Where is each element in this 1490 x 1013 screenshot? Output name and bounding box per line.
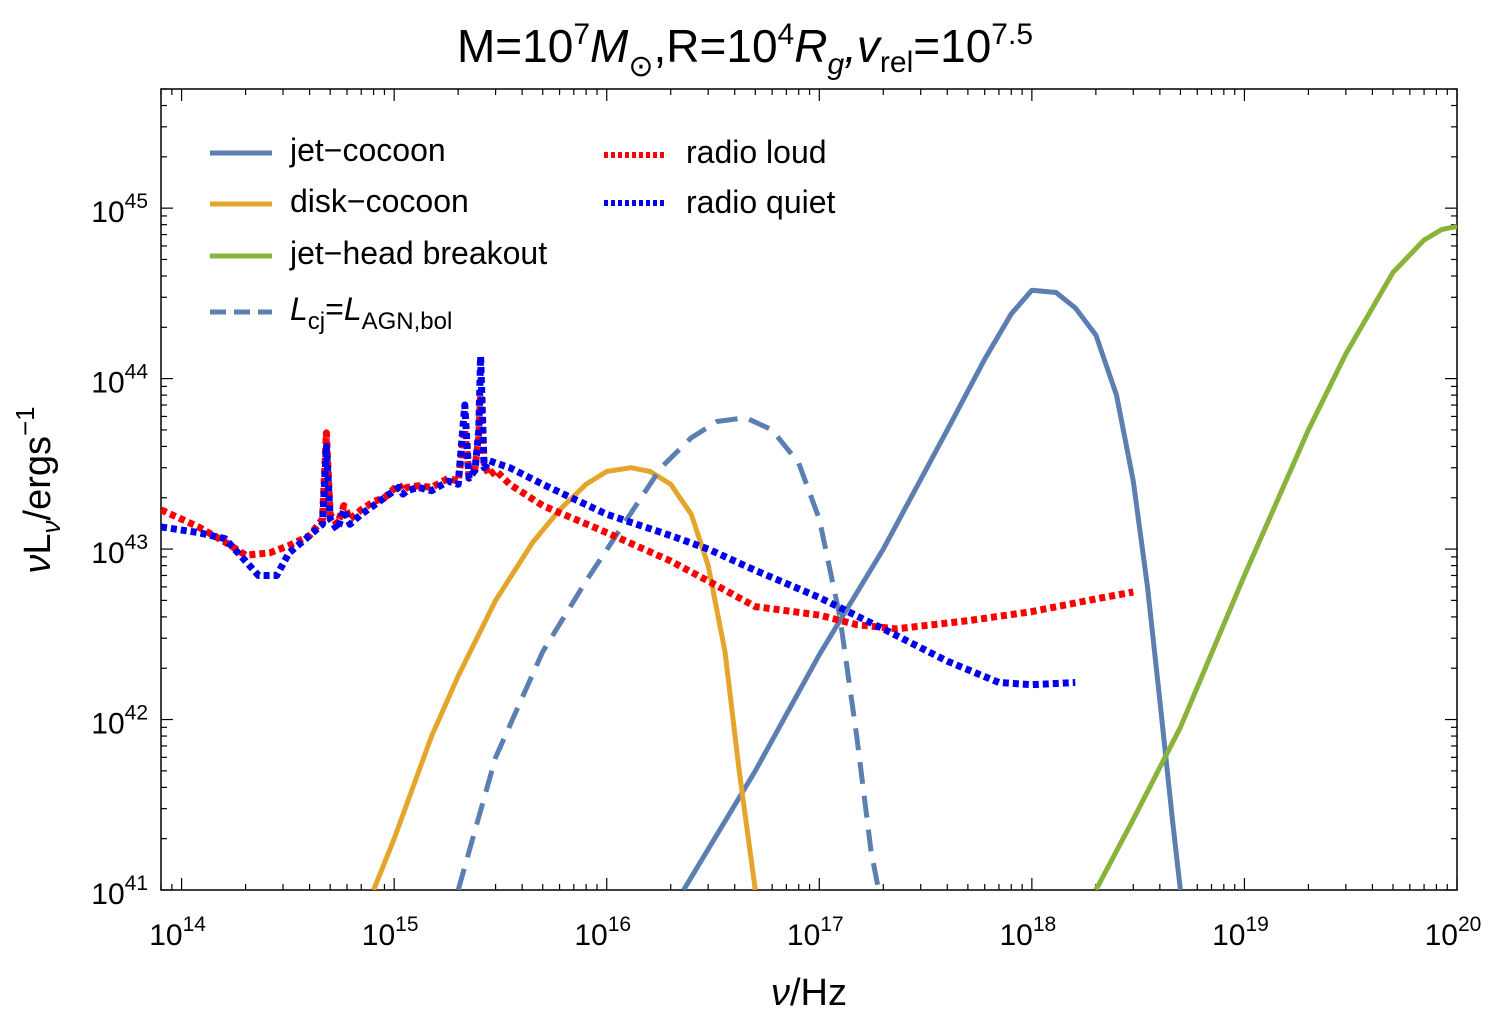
series-line-radio-loud [161,391,1134,633]
legend: jet−cocoon disk−cocoon jet−head breakout… [210,132,836,335]
legend-label-disk-cocoon: disk−cocoon [290,183,469,219]
x-tick-label-19: 1019 [1212,913,1269,952]
y-tick-label-45: 1045 [91,190,148,229]
axis-tick-labels: 1014 1015 1016 1017 1018 1019 1020 1041 1042 1043… [91,190,1481,952]
x-tick-label-20: 1020 [1425,913,1482,952]
series-line-lcj [455,415,882,890]
x-tick-label-18: 1018 [999,913,1056,952]
series-line-radio-quiet [161,352,1076,689]
y-tick-label-41: 1041 [91,872,148,911]
legend-label-radio-quiet: radio quiet [686,184,836,220]
x-tick-label-14: 1014 [149,913,206,952]
legend-label-jet-head: jet−head breakout [289,235,547,271]
series-layer [161,224,1457,890]
chart-title: M=107M⊙,R=104Rg,vrel=107.5 [457,18,1033,83]
y-tick-label-43: 1043 [91,531,148,570]
x-tick-label-15: 1015 [362,913,419,952]
x-tick-label-17: 1017 [787,913,844,952]
series-line-disk-cocoon [371,465,758,890]
y-axis-label: νLν/ergs−1 [10,406,66,573]
y-tick-label-42: 1042 [91,702,148,741]
series-line-jet-head [1093,224,1457,890]
legend-label-lcj: Lcj=LAGN,bol [290,291,452,335]
x-axis-label: ν/Hz [771,972,847,1013]
axis-ticks [160,88,1458,891]
y-tick-label-44: 1044 [91,361,148,400]
x-tick-label-16: 1016 [574,913,631,952]
series-line-jet-cocoon [681,287,1183,890]
legend-label-jet-cocoon: jet−cocoon [289,132,446,168]
legend-label-radio-loud: radio loud [686,134,827,170]
